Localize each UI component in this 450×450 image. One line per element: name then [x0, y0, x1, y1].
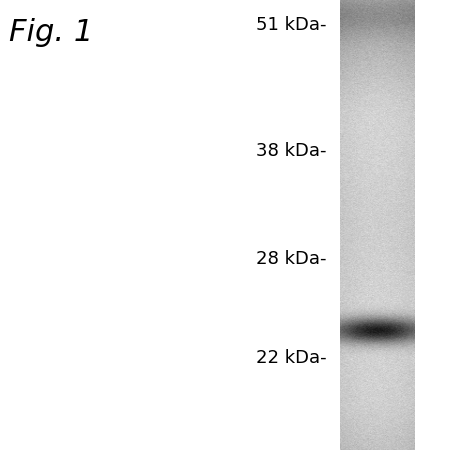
- Text: 38 kDa-: 38 kDa-: [256, 142, 326, 160]
- Text: 22 kDa-: 22 kDa-: [256, 349, 326, 367]
- Text: Fig. 1: Fig. 1: [9, 18, 93, 47]
- Text: 28 kDa-: 28 kDa-: [256, 250, 326, 268]
- Text: 51 kDa-: 51 kDa-: [256, 16, 326, 34]
